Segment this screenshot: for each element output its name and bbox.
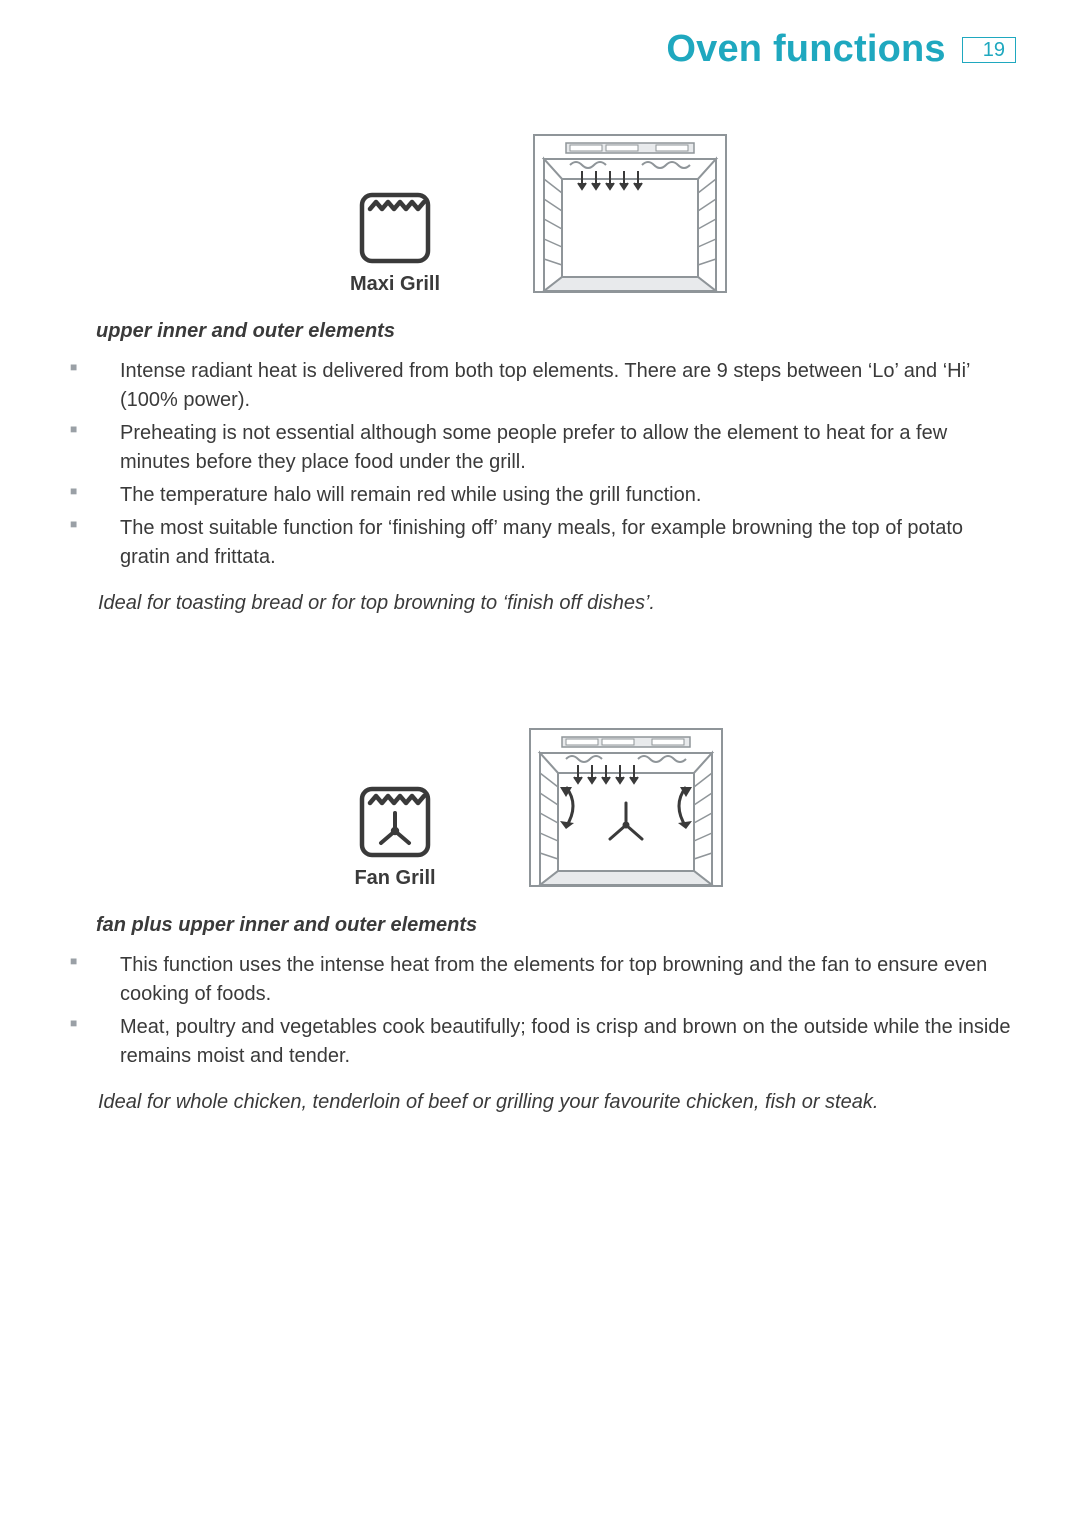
fan-grill-bullet-list: This function uses the intense heat from… — [64, 951, 1016, 1071]
maxi-grill-subhead: upper inner and outer elements — [96, 320, 1016, 343]
maxi-grill-label: Maxi Grill — [350, 273, 440, 296]
maxi-grill-icon — [356, 189, 434, 267]
bullet-item: Intense radiant heat is delivered from b… — [64, 357, 1016, 415]
fan-grill-ideal: Ideal for whole chicken, tenderloin of b… — [98, 1091, 1016, 1114]
bullet-item: Preheating is not essential although som… — [64, 419, 1016, 477]
bullet-item: The temperature halo will remain red whi… — [64, 481, 1016, 510]
header-title: Oven functions — [666, 28, 945, 71]
section-fan-grill: Fan Grill — [64, 725, 1016, 1114]
bullet-item: The most suitable function for ‘finishin… — [64, 514, 1016, 572]
maxi-grill-ideal: Ideal for toasting bread or for top brow… — [98, 592, 1016, 615]
maxi-grill-bullet-list: Intense radiant heat is delivered from b… — [64, 357, 1016, 572]
fan-grill-icon — [356, 783, 434, 861]
fan-grill-subhead: fan plus upper inner and outer elements — [96, 914, 1016, 937]
page-header: Oven functions 19 — [64, 28, 1016, 71]
section-maxi-grill: Maxi Grill — [64, 131, 1016, 615]
fan-grill-label: Fan Grill — [354, 867, 435, 890]
bullet-item: This function uses the intense heat from… — [64, 951, 1016, 1009]
oven-cavity-diagram-maxi — [530, 131, 730, 296]
bullet-item: Meat, poultry and vegetables cook beauti… — [64, 1013, 1016, 1071]
page-number-box: 19 — [962, 37, 1016, 63]
oven-cavity-diagram-fan — [526, 725, 726, 890]
